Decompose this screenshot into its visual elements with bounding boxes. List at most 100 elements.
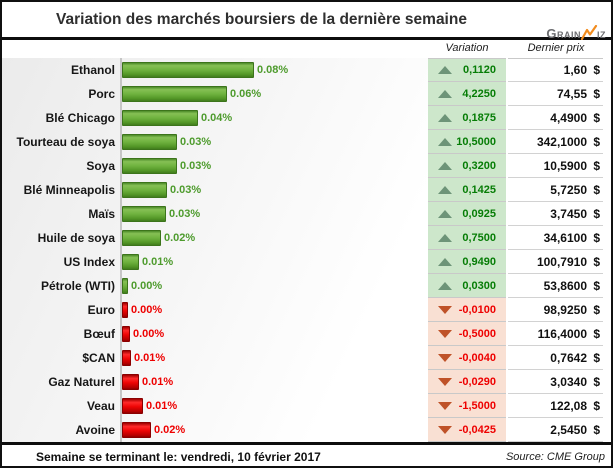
last-price-cell: 342,1000 $ <box>508 130 603 154</box>
price-value: 34,6100 <box>543 230 587 245</box>
bar-zone: 0.00% <box>120 298 428 322</box>
price-value: 5,7250 <box>550 182 587 197</box>
last-price-cell: 122,08 $ <box>508 394 603 418</box>
bar-percent-label: 0.03% <box>180 136 212 148</box>
variation-cell: -0,5000 <box>428 322 506 346</box>
category-label: US Index <box>63 255 115 269</box>
bar-zone: 0.02% <box>120 226 428 250</box>
variation-cell: 0,0925 <box>428 202 506 226</box>
variation-value: 0,1425 <box>462 183 496 196</box>
value-bar <box>122 350 131 366</box>
down-arrow-icon <box>438 329 452 338</box>
value-bar <box>122 86 227 102</box>
price-value: 74,55 <box>556 86 587 101</box>
value-bar <box>122 398 143 414</box>
market-row: Veau 0.01% -1,5000 122,08 $ <box>2 394 611 418</box>
bar-percent-label: 0.03% <box>170 184 202 196</box>
chart-rows: Ethanol 0.08% 0,1120 1,60 $ Porc 0.06% 4,2250 74… <box>2 58 611 442</box>
variation-cell: 4,2250 <box>428 82 506 106</box>
variation-value: 4,2250 <box>462 87 496 100</box>
category-label: Pétrole (WTI) <box>41 279 115 293</box>
bar-zone: 0.03% <box>120 154 428 178</box>
down-arrow-icon <box>438 377 452 386</box>
value-bar <box>122 422 151 438</box>
title-divider <box>2 37 611 40</box>
last-price-cell: 2,5450 $ <box>508 418 603 442</box>
currency-symbol: $ <box>593 374 600 389</box>
last-price-cell: 34,6100 $ <box>508 226 603 250</box>
down-arrow-icon <box>438 425 452 434</box>
bar-zone: 0.03% <box>120 202 428 226</box>
logo-text-left: Grain <box>546 26 581 41</box>
source-label: Source: CME Group <box>505 450 605 463</box>
price-value: 122,08 <box>550 398 587 413</box>
bar-zone: 0.04% <box>120 106 428 130</box>
category-label: $CAN <box>82 351 115 365</box>
bar-zone: 0.03% <box>120 178 428 202</box>
currency-symbol: $ <box>593 326 600 341</box>
variation-column-header: Variation <box>445 42 489 54</box>
variation-cell: 0,7500 <box>428 226 506 250</box>
price-value: 0,7642 <box>550 350 587 365</box>
up-arrow-icon <box>438 89 452 98</box>
bar-percent-label: 0.01% <box>142 376 174 388</box>
page-title: Variation des marchés boursiers de la de… <box>56 10 467 28</box>
bar-percent-label: 0.00% <box>131 304 163 316</box>
variation-value: 0,9490 <box>462 255 496 268</box>
variation-value: 0,0300 <box>462 279 496 292</box>
price-value: 4,4900 <box>550 110 587 125</box>
variation-cell: 0,1120 <box>428 58 506 82</box>
bar-percent-label: 0.03% <box>169 208 201 220</box>
bar-percent-label: 0.01% <box>142 256 174 268</box>
variation-cell: 10,5000 <box>428 130 506 154</box>
column-headers: Variation Dernier prix <box>2 40 611 58</box>
last-price-cell: 98,9250 $ <box>508 298 603 322</box>
up-arrow-icon <box>438 209 452 218</box>
last-price-cell: 116,4000 $ <box>508 322 603 346</box>
last-price-cell: 53,8600 $ <box>508 274 603 298</box>
currency-symbol: $ <box>593 422 600 437</box>
bar-zone: 0.06% <box>120 82 428 106</box>
value-bar <box>122 110 198 126</box>
currency-symbol: $ <box>593 158 600 173</box>
bar-percent-label: 0.03% <box>180 160 212 172</box>
value-bar <box>122 278 128 294</box>
currency-symbol: $ <box>593 254 600 269</box>
currency-symbol: $ <box>593 63 600 77</box>
market-row: Huile de soya 0.02% 0,7500 34,6100 $ <box>2 226 611 250</box>
up-arrow-icon <box>438 233 452 242</box>
bar-percent-label: 0.01% <box>146 400 178 412</box>
up-arrow-icon <box>438 113 452 122</box>
market-row: Tourteau de soya 0.03% 10,5000 342,1000 $ <box>2 130 611 154</box>
last-price-cell: 10,5900 $ <box>508 154 603 178</box>
category-label: Huile de soya <box>37 231 115 245</box>
market-row: Soya 0.03% 0,3200 10,5900 $ <box>2 154 611 178</box>
up-arrow-icon <box>438 257 452 266</box>
footer-divider <box>2 442 611 445</box>
market-row: Porc 0.06% 4,2250 74,55 $ <box>2 82 611 106</box>
up-arrow-icon <box>438 281 452 290</box>
last-price-cell: 5,7250 $ <box>508 178 603 202</box>
bar-percent-label: 0.01% <box>134 352 166 364</box>
category-label: Porc <box>88 87 115 101</box>
variation-cell: -0,0100 <box>428 298 506 322</box>
variation-cell: 0,9490 <box>428 250 506 274</box>
down-arrow-icon <box>438 305 452 314</box>
bar-zone: 0.08% <box>120 58 428 82</box>
variation-cell: 0,1875 <box>428 106 506 130</box>
category-label: Gaz Naturel <box>48 375 115 389</box>
bar-zone: 0.01% <box>120 250 428 274</box>
bar-zone: 0.01% <box>120 346 428 370</box>
last-price-cell: 100,7910 $ <box>508 250 603 274</box>
variation-value: 0,7500 <box>462 231 496 244</box>
category-label: Bœuf <box>83 327 115 341</box>
category-label: Blé Chicago <box>45 111 115 125</box>
category-label: Avoine <box>75 423 115 437</box>
currency-symbol: $ <box>593 230 600 245</box>
market-row: Euro 0.00% -0,0100 98,9250 $ <box>2 298 611 322</box>
bar-zone: 0.01% <box>120 370 428 394</box>
last-price-cell: 4,4900 $ <box>508 106 603 130</box>
variation-value: 0,1120 <box>462 64 496 76</box>
market-row: Avoine 0.02% -0,0425 2,5450 $ <box>2 418 611 442</box>
price-value: 116,4000 <box>537 326 587 341</box>
